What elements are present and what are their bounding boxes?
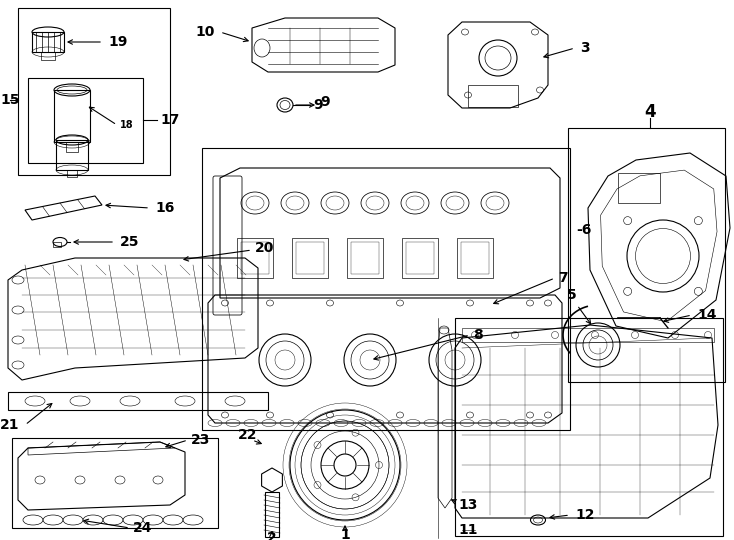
Text: 9: 9 xyxy=(320,95,330,109)
Text: 12: 12 xyxy=(575,508,595,522)
Bar xyxy=(462,328,714,342)
Bar xyxy=(32,32,64,52)
Bar xyxy=(54,90,90,142)
Bar xyxy=(568,128,725,382)
Text: 14: 14 xyxy=(697,308,716,322)
Bar xyxy=(618,173,660,203)
Bar xyxy=(67,170,77,177)
Bar xyxy=(237,238,273,278)
Bar xyxy=(53,242,61,247)
Text: 24: 24 xyxy=(133,521,153,535)
Text: 10: 10 xyxy=(196,25,215,39)
Bar xyxy=(296,242,324,274)
Text: 15: 15 xyxy=(0,93,20,107)
Text: 7: 7 xyxy=(558,271,567,285)
Text: 21: 21 xyxy=(0,418,20,432)
Text: 18: 18 xyxy=(120,120,134,130)
Bar xyxy=(66,142,78,152)
Bar xyxy=(41,52,55,60)
Text: 2: 2 xyxy=(267,531,277,540)
Bar xyxy=(56,140,88,170)
Bar xyxy=(351,242,379,274)
Text: 3: 3 xyxy=(580,41,589,55)
Bar xyxy=(406,242,434,274)
Text: 17: 17 xyxy=(160,113,179,127)
Bar xyxy=(457,238,493,278)
Bar xyxy=(8,392,268,410)
Bar xyxy=(12,438,218,528)
Text: 22: 22 xyxy=(239,428,258,442)
Bar xyxy=(28,78,143,163)
Bar xyxy=(292,238,328,278)
Bar xyxy=(241,242,269,274)
Bar xyxy=(468,85,518,107)
Text: 9: 9 xyxy=(313,98,323,112)
Text: 13: 13 xyxy=(458,498,477,512)
Text: 11: 11 xyxy=(458,523,478,537)
Bar xyxy=(402,238,438,278)
Bar xyxy=(265,492,279,537)
Text: 1: 1 xyxy=(340,528,350,540)
Text: 16: 16 xyxy=(155,201,175,215)
Text: -6: -6 xyxy=(576,223,592,237)
Text: 8: 8 xyxy=(473,328,483,342)
Text: 23: 23 xyxy=(191,433,211,447)
Bar xyxy=(461,242,489,274)
Bar xyxy=(18,8,170,175)
Bar xyxy=(455,318,723,536)
Text: 4: 4 xyxy=(644,103,655,121)
Text: 5: 5 xyxy=(567,288,577,302)
Bar xyxy=(202,148,570,430)
Text: 19: 19 xyxy=(108,35,128,49)
Text: 20: 20 xyxy=(255,241,275,255)
Bar xyxy=(347,238,383,278)
Text: 25: 25 xyxy=(120,235,139,249)
